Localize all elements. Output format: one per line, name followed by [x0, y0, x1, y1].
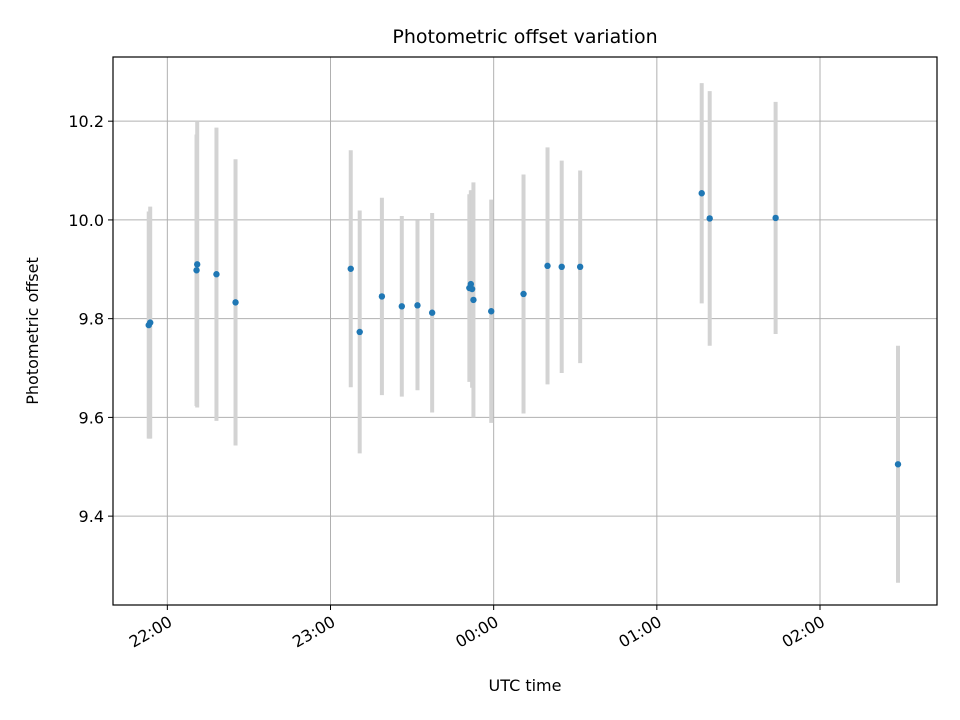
data-point	[414, 302, 421, 309]
y-axis-label: Photometric offset	[23, 257, 42, 405]
data-point	[193, 261, 201, 268]
data-point	[470, 296, 477, 304]
data-point	[520, 290, 527, 298]
data-point	[347, 265, 354, 272]
data-point	[467, 280, 475, 288]
data-point	[356, 328, 363, 336]
data-point	[193, 267, 200, 274]
data-point	[468, 285, 476, 293]
data-point	[772, 214, 779, 222]
y-tick-label: 9.4	[79, 507, 104, 526]
chart-title: Photometric offset variation	[392, 26, 657, 48]
x-axis-label: UTC time	[489, 676, 562, 695]
data-point	[698, 190, 705, 197]
data-point	[894, 461, 902, 468]
plot-area-frame	[112, 56, 938, 606]
data-point	[428, 309, 436, 316]
data-point	[706, 215, 713, 222]
y-tick-label: 10.2	[68, 112, 104, 131]
data-points	[145, 190, 902, 468]
y-tick-label: 9.8	[79, 310, 104, 329]
y-axis-ticks: 9.4 9.6 9.8 10.0 10.2	[68, 112, 113, 526]
data-point	[213, 271, 220, 278]
data-point	[576, 263, 584, 271]
data-point	[398, 303, 406, 310]
data-point	[544, 262, 551, 270]
y-tick-label: 10.0	[68, 211, 104, 230]
data-point	[378, 293, 386, 300]
data-point	[232, 299, 239, 306]
data-point	[147, 319, 154, 326]
data-point	[488, 308, 495, 315]
y-tick-label: 9.6	[79, 408, 104, 427]
data-point	[558, 263, 565, 271]
